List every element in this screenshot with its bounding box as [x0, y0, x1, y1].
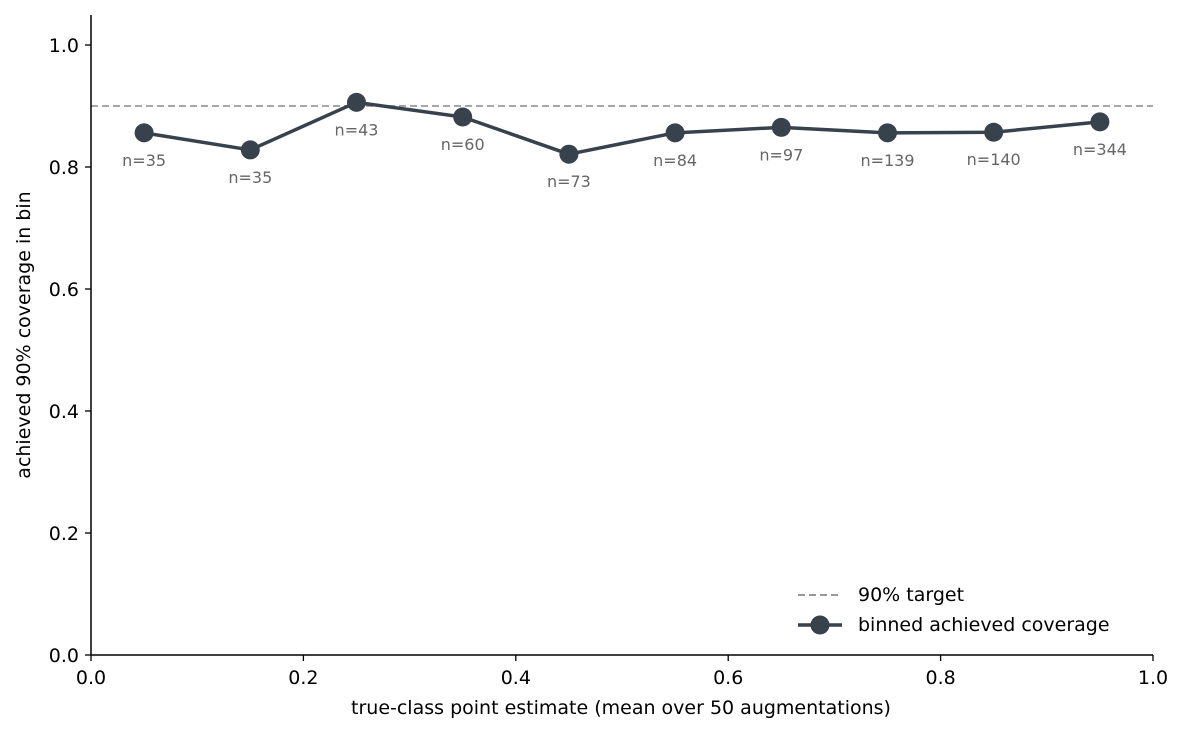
count-label: n=140	[967, 150, 1021, 169]
y-tick-label: 0.4	[49, 401, 79, 423]
y-tick-label: 0.0	[49, 645, 79, 667]
legend-series-label: binned achieved coverage	[858, 614, 1110, 636]
ticks-group: 0.0 0.2 0.4 0.6 0.8 1.0 0.0 0.2 0.4 0.6 0.8 1.0	[49, 35, 1168, 689]
y-tick-label: 0.8	[49, 157, 79, 179]
count-label: n=43	[335, 120, 379, 139]
count-label: n=97	[759, 145, 803, 164]
y-axis-title: achieved 90% coverage in bin	[13, 191, 35, 478]
series-group	[134, 92, 1110, 164]
y-tick-label: 0.6	[49, 279, 79, 301]
count-label: n=73	[547, 172, 591, 191]
count-label: n=35	[122, 151, 166, 170]
count-label: n=139	[860, 151, 914, 170]
x-tick-label: 1.0	[1138, 667, 1168, 689]
data-point	[347, 92, 366, 112]
data-point	[665, 123, 685, 143]
data-point	[453, 107, 473, 127]
data-point	[878, 123, 897, 143]
axes-group	[90, 15, 1153, 656]
data-point	[134, 123, 154, 143]
series-line	[143, 100, 1101, 156]
x-tick-label: 0.2	[288, 667, 318, 689]
legend-target-label: 90% target	[858, 584, 964, 606]
count-labels-group: n=35 n=35 n=43 n=60 n=73 n=84 n=97 n=139 n=140 n=…	[122, 120, 1127, 191]
legend: 90% target binned achieved coverage	[798, 584, 1110, 636]
count-label: n=60	[441, 135, 485, 154]
data-point	[240, 140, 260, 160]
y-tick-label: 0.2	[49, 523, 79, 545]
y-tick-label: 1.0	[49, 35, 79, 57]
data-point	[771, 117, 791, 137]
x-tick-label: 0.8	[925, 667, 955, 689]
data-point	[984, 122, 1004, 142]
x-tick-label: 0.0	[76, 667, 106, 689]
x-tick-label: 0.6	[713, 667, 743, 689]
x-tick-label: 0.4	[501, 667, 531, 689]
count-label: n=84	[653, 151, 697, 170]
data-point	[559, 144, 579, 164]
count-label: n=344	[1073, 140, 1127, 159]
count-label: n=35	[228, 168, 272, 187]
data-point	[1090, 112, 1110, 132]
x-axis-title: true-class point estimate (mean over 50 …	[351, 697, 891, 719]
legend-series-marker	[810, 615, 830, 635]
